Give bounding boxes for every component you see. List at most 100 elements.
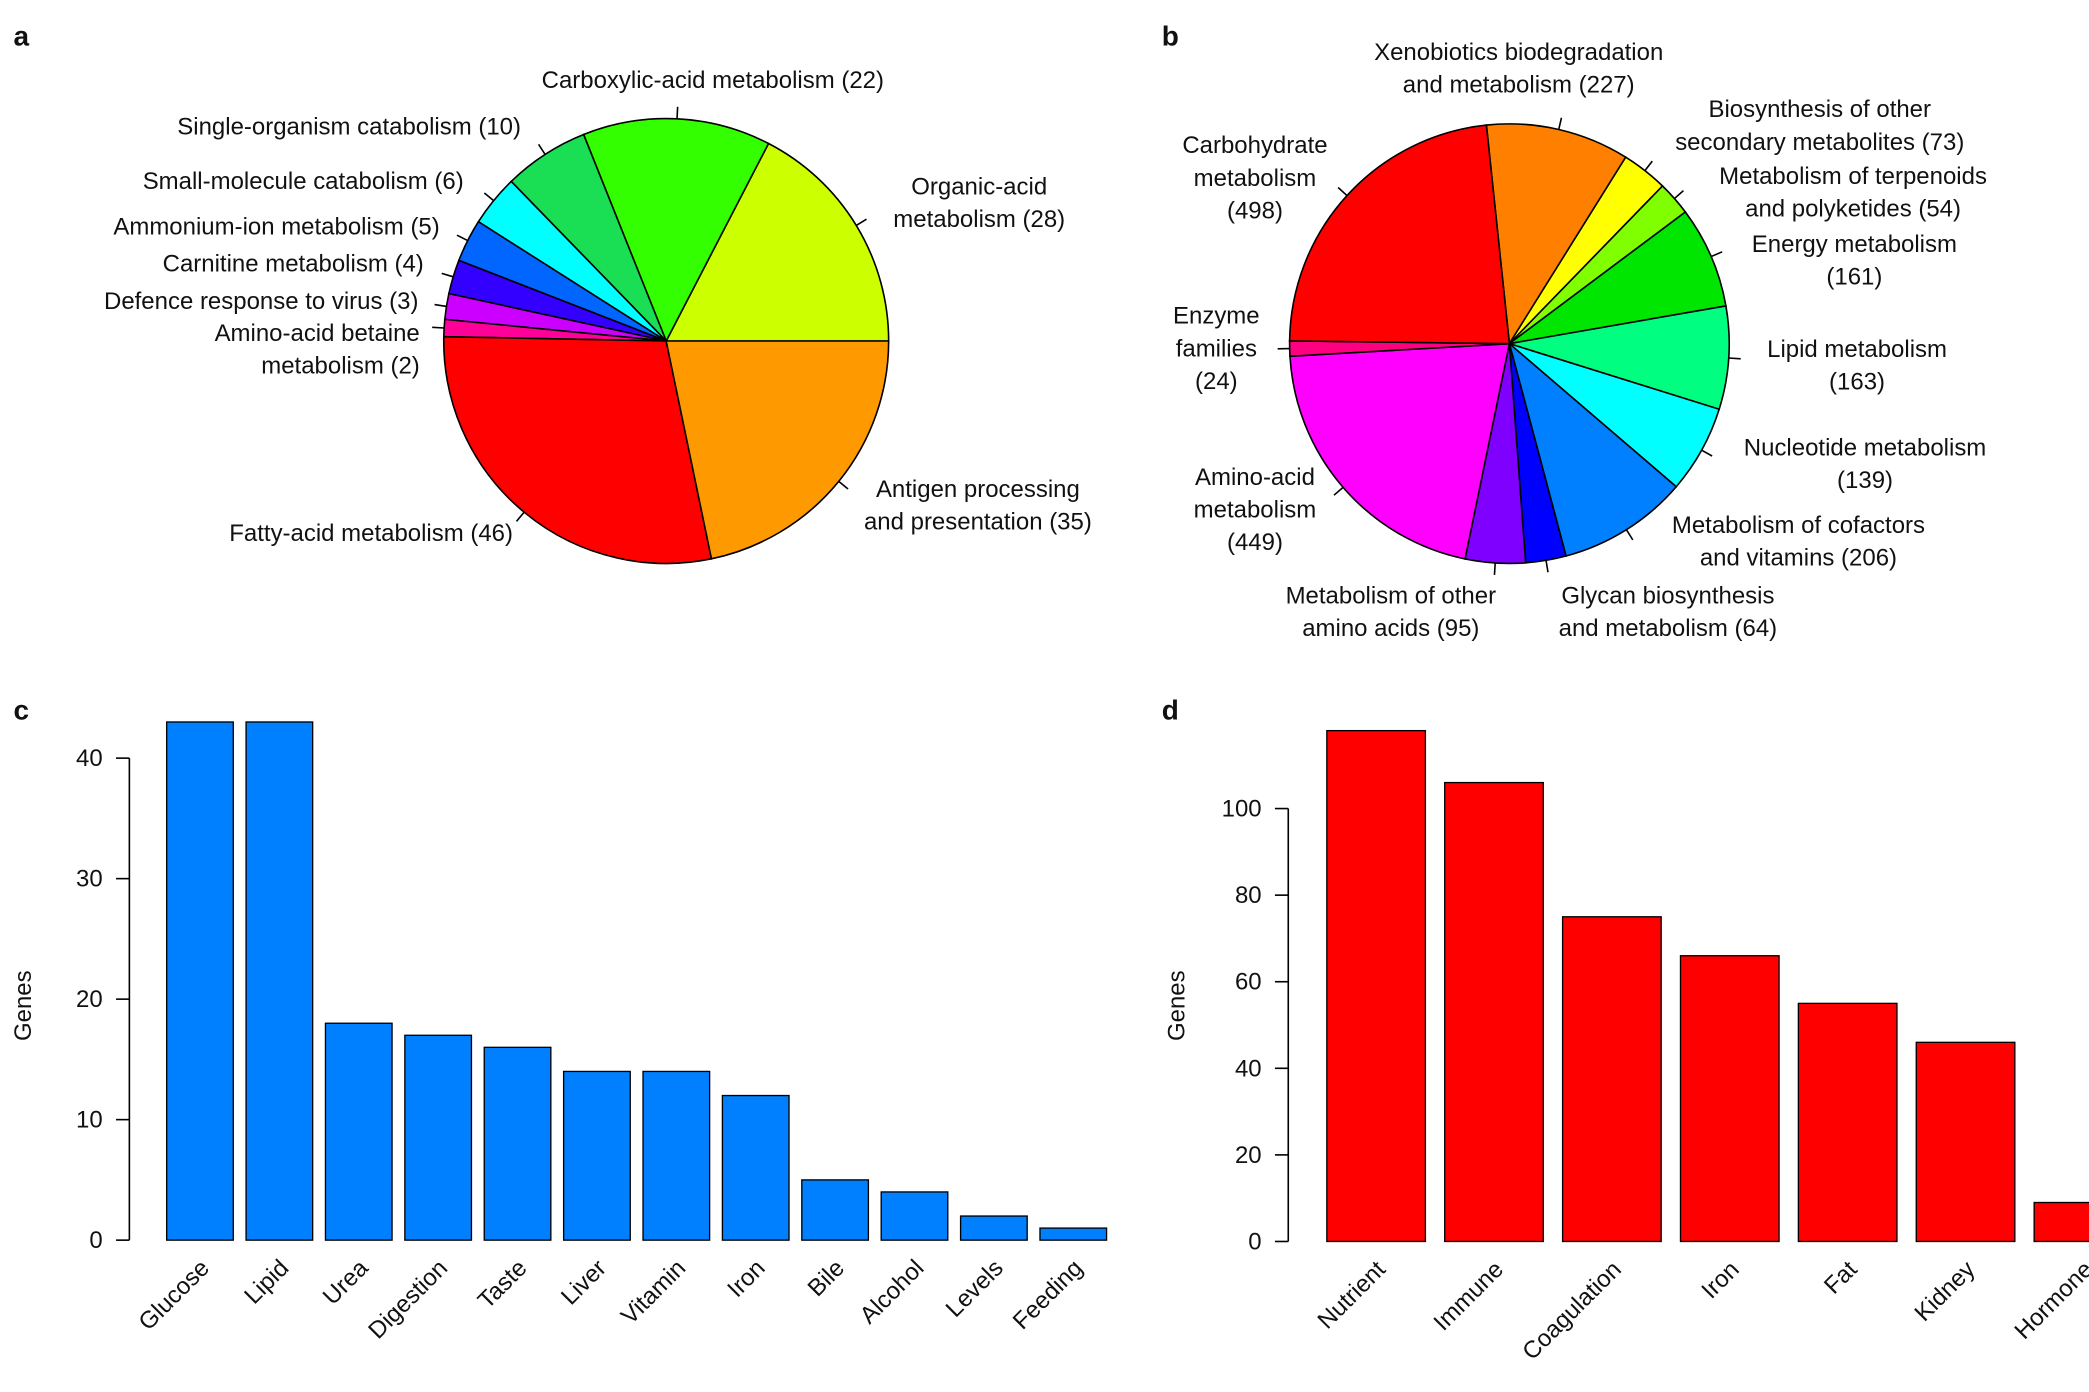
x-tick-label: Alcohol xyxy=(855,1255,930,1330)
bar xyxy=(1039,1227,1108,1241)
label-tick xyxy=(1557,117,1563,130)
slice-label-line: metabolism xyxy=(893,206,1016,233)
x-tick-label: Iron xyxy=(1696,1256,1744,1304)
x-tick-label: Hormone xyxy=(2010,1256,2089,1345)
bar xyxy=(562,1070,631,1241)
y-tick-label: 80 xyxy=(1235,882,1262,909)
slice-label-line: Ammonium-ion metabolism xyxy=(113,213,403,240)
x-tick-label: Iron xyxy=(722,1255,770,1303)
slice-value: (22) xyxy=(841,67,884,94)
label-tick xyxy=(441,272,454,278)
bar xyxy=(1561,916,1662,1243)
panel-label: b xyxy=(1162,20,1179,51)
y-tick-label: 40 xyxy=(1235,1055,1262,1082)
label-tick xyxy=(1333,486,1344,496)
label-tick xyxy=(1337,186,1348,197)
slice-value: (2) xyxy=(390,353,419,380)
bar xyxy=(959,1215,1028,1241)
bar xyxy=(1915,1041,2016,1243)
bar xyxy=(166,721,234,1241)
slice-value: (4) xyxy=(394,251,423,278)
label-tick xyxy=(676,106,679,119)
slice-label: Organic-acid metabolism (28) xyxy=(893,173,1065,233)
slice-label-line: Glycan biosynthesis xyxy=(1561,582,1774,609)
y-tick-label: 100 xyxy=(1222,796,1262,823)
slice-label: Amino-acid metabolism (449) xyxy=(1194,464,1317,556)
x-tick-label: Coagulation xyxy=(1517,1256,1627,1366)
slice-value: (227) xyxy=(1579,72,1635,99)
slice-label: Carbohydrate metabolism (498) xyxy=(1182,132,1327,224)
slice-label-line: Amino-acid betaine xyxy=(215,320,420,347)
slice-value: (10) xyxy=(478,114,521,141)
label-tick xyxy=(432,326,445,329)
label-tick xyxy=(456,234,469,242)
y-tick-label: 30 xyxy=(76,866,103,893)
bar xyxy=(801,1179,870,1241)
slice-label-line: Metabolism of other xyxy=(1286,582,1497,609)
pie-slice xyxy=(1509,305,1730,411)
slice-label-line: Carnitine metabolism xyxy=(163,251,388,278)
slice-label: Single-organism catabolism (10) xyxy=(177,114,521,141)
slice-label: Fatty-acid metabolism (46) xyxy=(229,520,513,547)
slice-value: (24) xyxy=(1195,368,1238,395)
slice-label-line: and metabolism xyxy=(1559,615,1728,642)
bar xyxy=(1326,729,1427,1243)
slice-label: Biosynthesis of other secondary metabolit… xyxy=(1675,96,1964,156)
slice-label-line: and metabolism xyxy=(1403,72,1572,99)
x-tick-label: Fat xyxy=(1819,1256,1863,1300)
label-tick xyxy=(838,480,849,490)
slice-label-line: Small-molecule catabolism xyxy=(143,168,428,195)
bar xyxy=(721,1094,790,1241)
slice-label-line: metabolism xyxy=(1194,497,1317,524)
x-tick-label: Glucose xyxy=(134,1255,215,1336)
bar xyxy=(483,1046,552,1241)
bar xyxy=(2033,1201,2089,1243)
slice-label: Metabolism of other amino acids (95) xyxy=(1286,582,1497,642)
slice-label: Defence response to virus (3) xyxy=(104,288,418,315)
slice-label-line: Fatty-acid metabolism xyxy=(229,520,463,547)
y-tick-label: 10 xyxy=(76,1107,103,1134)
label-tick xyxy=(1728,357,1741,360)
slice-label-line: Energy metabolism xyxy=(1752,231,1957,258)
slice-label-line: Organic-acid xyxy=(911,173,1047,200)
bar xyxy=(324,1022,393,1241)
slice-label-line: Biosynthesis of other xyxy=(1709,96,1932,123)
slice-label: Metabolism of terpenoids and polyketides(… xyxy=(1719,163,1987,223)
label-tick xyxy=(537,143,546,155)
slice-label: Antigen processing and presentation (35) xyxy=(864,476,1092,536)
slice-label-line: Enzyme xyxy=(1173,303,1260,330)
label-tick xyxy=(1701,449,1713,457)
slice-label-line: and polyketides xyxy=(1745,195,1912,222)
slice-label-line: secondary metabolites xyxy=(1675,129,1915,156)
y-axis-label: Genes xyxy=(10,970,37,1041)
slice-label-line: metabolism xyxy=(1194,165,1317,192)
panel-label: a xyxy=(13,20,29,51)
slice-label: Nucleotide metabolism (139) xyxy=(1744,435,1986,495)
label-tick xyxy=(515,511,525,522)
y-tick-label: 20 xyxy=(1235,1142,1262,1169)
slice-value: (139) xyxy=(1837,467,1893,494)
bar xyxy=(1444,781,1544,1243)
slice-value: (5) xyxy=(410,213,439,240)
bar xyxy=(642,1070,711,1241)
x-tick-label: Liver xyxy=(556,1255,612,1311)
slice-label: Energy metabolism (161) xyxy=(1752,231,1957,291)
x-tick-label: Lipid xyxy=(239,1255,294,1310)
x-tick-label: Nutrient xyxy=(1313,1256,1392,1335)
slice-label: Ammonium-ion metabolism (5) xyxy=(113,213,439,240)
x-tick-label: Kidney xyxy=(1910,1256,1981,1327)
x-tick-label: Urea xyxy=(318,1254,374,1310)
slice-label-line: families xyxy=(1176,335,1257,362)
x-tick-label: Immune xyxy=(1429,1256,1509,1336)
x-tick-label: Feeding xyxy=(1008,1255,1088,1335)
slice-label-line: and vitamins xyxy=(1700,544,1835,571)
label-tick xyxy=(1644,160,1653,172)
slice-value: (35) xyxy=(1049,508,1092,535)
slice-value: (449) xyxy=(1227,529,1283,556)
slice-label-line: Carboxylic-acid metabolism xyxy=(542,67,835,94)
bar xyxy=(1679,955,1780,1243)
label-tick xyxy=(855,218,867,227)
slice-label: Metabolism of cofactors and vitamins (206) xyxy=(1672,512,1925,572)
slice-value: (206) xyxy=(1841,544,1897,571)
